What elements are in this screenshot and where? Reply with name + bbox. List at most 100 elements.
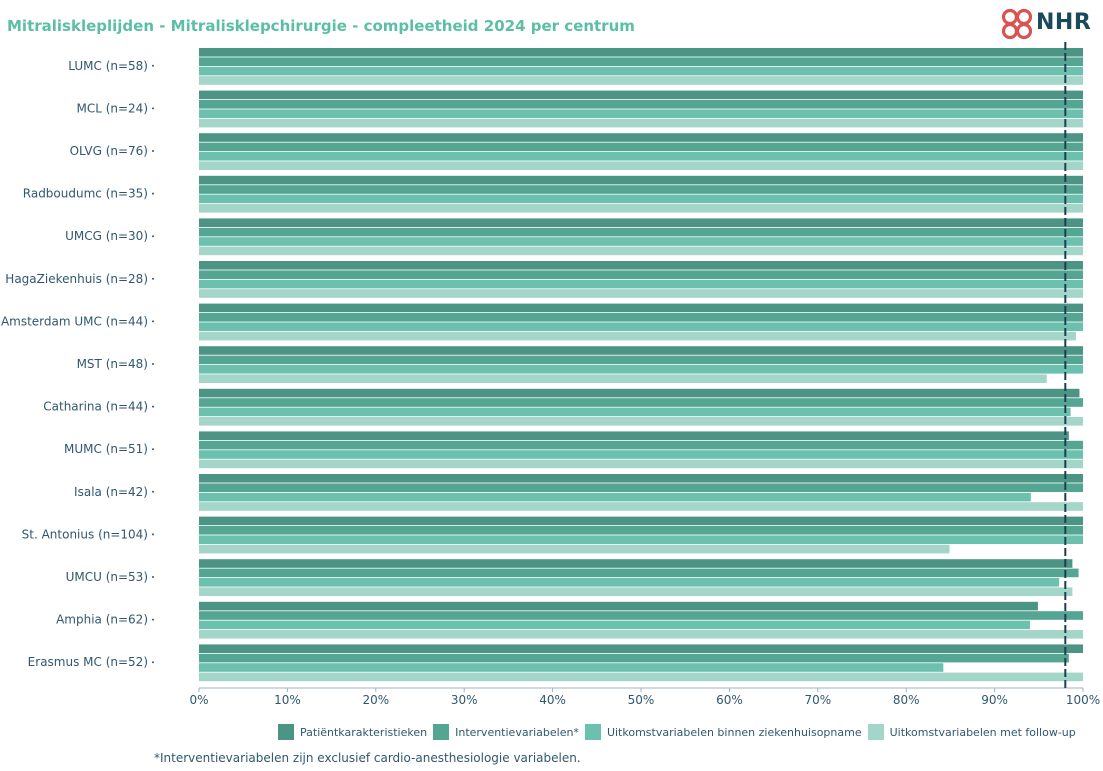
bar [199, 535, 1083, 544]
bar [199, 76, 1083, 85]
bar [199, 483, 1083, 492]
category-tick-mark [152, 277, 154, 280]
nhr-logo: NHR [1000, 7, 1095, 41]
category-tick-mark [152, 405, 154, 408]
bar [199, 431, 1069, 440]
bar [199, 663, 944, 672]
category-tick-mark [152, 107, 154, 110]
bar [199, 322, 1083, 331]
bar [199, 66, 1083, 76]
bar [199, 630, 1083, 639]
bar [199, 227, 1083, 237]
legend-label: Patiëntkarakteristieken [300, 725, 428, 739]
bar [199, 331, 1076, 341]
bar [199, 90, 1083, 100]
bar [199, 185, 1083, 194]
category-label: UMCG (n=30) [65, 229, 148, 243]
bar [199, 388, 1080, 398]
category-tick-mark [152, 192, 154, 195]
legend: Patiëntkarakteristieken Interventievaria… [278, 724, 1076, 740]
x-tick-label: 100% [1066, 693, 1100, 707]
category-tick-mark [152, 64, 154, 67]
chart-title: Mitraliskleplijden - Mitralisklepchirurg… [7, 17, 635, 35]
bar [199, 587, 1073, 596]
category-tick-mark [152, 150, 154, 152]
category-tick-mark [152, 490, 154, 493]
category-label: LUMC (n=58) [68, 59, 148, 73]
bar [199, 194, 1083, 204]
bar [199, 152, 1083, 161]
bar [199, 417, 1083, 426]
x-tick-label: 60% [716, 693, 743, 707]
bar [199, 653, 1069, 663]
bar [199, 100, 1083, 109]
x-tick-label: 90% [981, 693, 1008, 707]
bar [199, 270, 1083, 279]
category-label: Erasmus MC (n=52) [28, 655, 148, 669]
bar [199, 218, 1083, 227]
bar [199, 261, 1083, 270]
legend-swatch [433, 724, 450, 740]
bar [199, 450, 1083, 459]
legend-swatch [584, 724, 601, 740]
bar [199, 516, 1083, 526]
bar [199, 161, 1083, 170]
legend-swatch [867, 724, 884, 740]
category-label: Radboudumc (n=35) [23, 187, 148, 201]
category-label: MCL (n=24) [76, 101, 148, 115]
bar [199, 48, 1083, 57]
category-label: MST (n=48) [77, 357, 148, 371]
bar [199, 365, 1083, 374]
bar [199, 672, 1083, 682]
bar [199, 578, 1060, 587]
category-label: Catharina (n=44) [43, 400, 148, 414]
category-tick-mark [152, 235, 154, 238]
category-tick-mark [152, 448, 154, 451]
category-tick-mark [152, 618, 154, 621]
bar [199, 246, 1083, 256]
bar [199, 644, 1083, 653]
bar [199, 109, 1083, 118]
bar [199, 568, 1079, 578]
x-tick-label: 20% [362, 693, 389, 707]
bar [199, 374, 1047, 383]
category-label: HagaZiekenhuis (n=28) [5, 272, 148, 286]
legend-item: Uitkomstvariabelen binnen ziekenhuisopna… [584, 724, 862, 740]
bar [199, 526, 1083, 535]
bar [199, 544, 950, 554]
bar [199, 175, 1083, 185]
bar [199, 611, 1083, 620]
bar [199, 559, 1073, 568]
bar [199, 355, 1083, 365]
x-tick-label: 50% [628, 693, 655, 707]
category-label: St. Antonius (n=104) [22, 527, 148, 541]
category-label: UMCU (n=53) [66, 570, 148, 584]
category-label: OLVG (n=76) [70, 144, 148, 158]
bar [199, 289, 1083, 298]
legend-swatch [278, 724, 294, 740]
bar [199, 398, 1083, 407]
logo-text: NHR [1036, 10, 1092, 35]
bar [199, 118, 1083, 128]
category-label: Amsterdam UMC (n=44) [1, 314, 148, 328]
x-tick-label: 10% [274, 693, 301, 707]
category-tick-mark [152, 363, 154, 365]
bar [199, 204, 1083, 213]
bar [199, 620, 1030, 630]
category-label: MUMC (n=51) [64, 442, 148, 456]
bar [199, 492, 1031, 502]
bar [199, 502, 1083, 511]
x-tick-label: 0% [189, 693, 208, 707]
bar [199, 279, 1083, 289]
category-tick-mark [152, 661, 154, 664]
footnote: *Interventievariabelen zijn exclusief ca… [154, 751, 581, 765]
bar [199, 440, 1083, 450]
bar [199, 133, 1083, 142]
category-label: Amphia (n=62) [56, 613, 148, 627]
x-tick-label: 80% [893, 693, 920, 707]
x-tick-label: 40% [539, 693, 566, 707]
legend-label: Uitkomstvariabelen binnen ziekenhuisopna… [606, 725, 862, 739]
category-tick-mark [152, 576, 154, 578]
legend-label: Uitkomstvariabelen met follow-up [889, 725, 1076, 739]
